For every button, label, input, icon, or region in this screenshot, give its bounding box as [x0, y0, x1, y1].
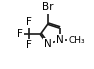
Text: N: N	[56, 35, 64, 45]
Text: N: N	[44, 39, 52, 49]
Text: F: F	[17, 29, 22, 39]
Text: F: F	[26, 40, 32, 50]
Text: Br: Br	[42, 2, 54, 12]
Text: CH₃: CH₃	[68, 36, 85, 45]
Text: F: F	[26, 17, 32, 27]
